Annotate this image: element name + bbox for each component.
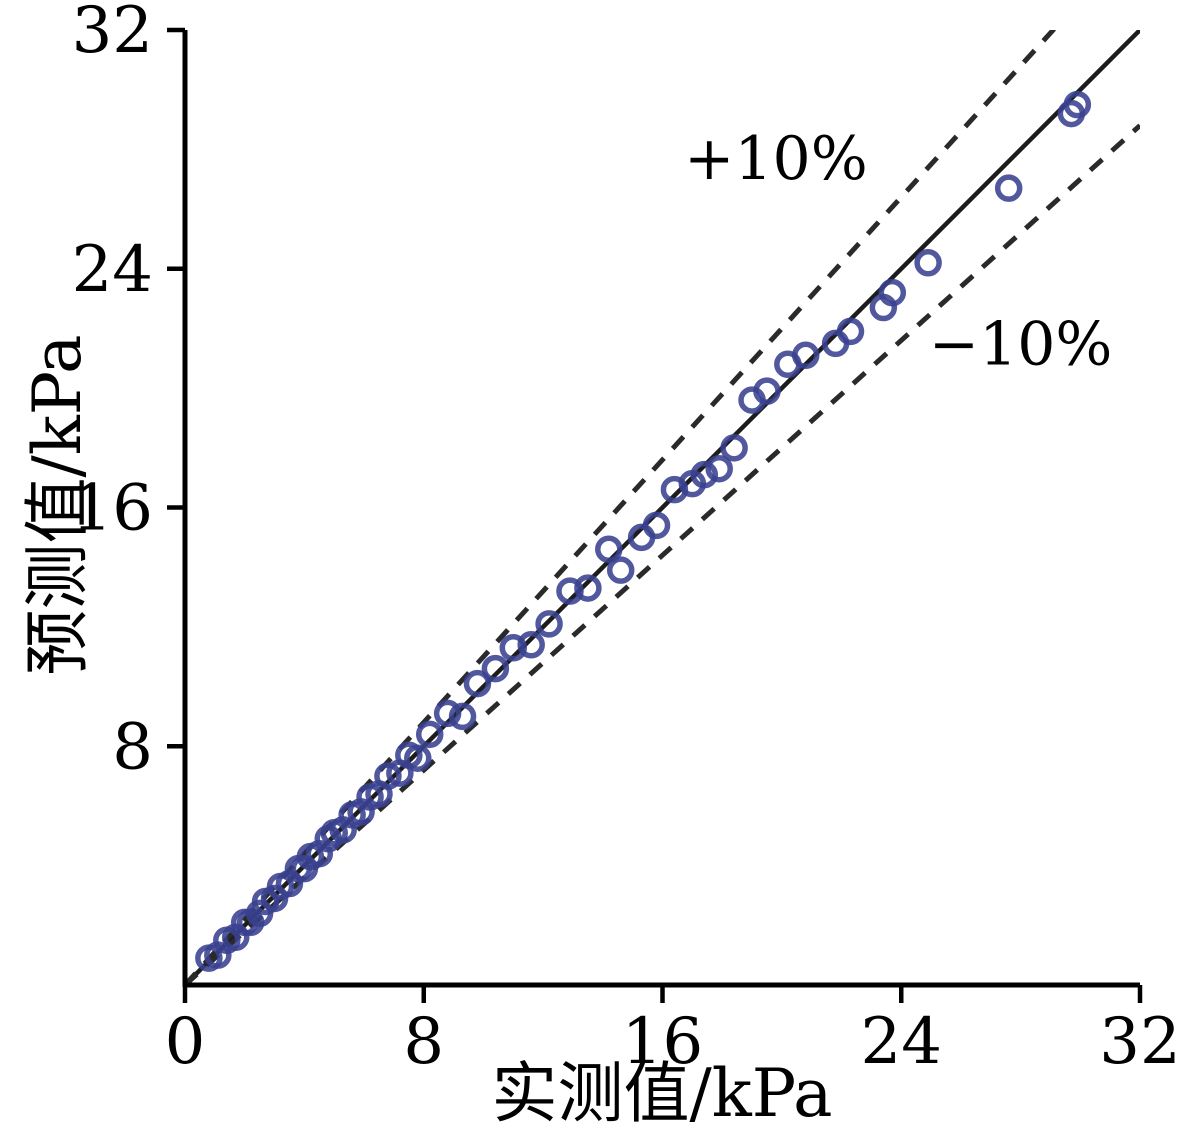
scatter-point xyxy=(517,631,545,659)
y-axis-title: 预测值/kPa xyxy=(19,334,96,676)
scatter-point xyxy=(463,669,492,698)
x-axis-title: 实测值/kPa xyxy=(491,1055,833,1132)
y-tick-label: 16 xyxy=(72,472,153,546)
scatter-point xyxy=(574,574,602,602)
scatter-point xyxy=(1063,90,1092,119)
scatter-point xyxy=(994,174,1023,202)
x-tick-label: 16 xyxy=(622,1005,703,1079)
x-tick-label: 0 xyxy=(165,1005,206,1079)
scatter-point xyxy=(720,434,748,462)
scatter-point xyxy=(705,454,733,483)
plus-10-label: +10% xyxy=(684,124,868,194)
scatter-point xyxy=(535,610,563,638)
scatter-point xyxy=(433,699,462,728)
scatter-point xyxy=(914,249,942,277)
scatter-point xyxy=(595,535,623,564)
scatter-point xyxy=(606,556,635,584)
scatter-point xyxy=(792,341,820,370)
scatter-point xyxy=(415,720,444,749)
x-tick-label: 32 xyxy=(1099,1005,1180,1079)
scatter-point xyxy=(404,744,432,772)
scatter-point xyxy=(753,377,781,405)
scatter-point xyxy=(836,317,865,346)
x-tick-label: 8 xyxy=(403,1005,444,1079)
scatter-point xyxy=(448,702,477,731)
y-tick-label: 8 xyxy=(112,710,153,784)
scatter-point xyxy=(878,278,907,307)
x-tick-label: 24 xyxy=(861,1005,942,1079)
scatter-point xyxy=(481,654,510,683)
scatter-point xyxy=(499,634,528,662)
scatter-point xyxy=(642,511,671,540)
y-tick-label: 24 xyxy=(72,233,153,307)
scatter-point xyxy=(374,762,402,790)
scatter-point xyxy=(690,460,719,489)
minus-10-label: −10% xyxy=(929,309,1113,379)
y-tick-label: 32 xyxy=(72,0,153,68)
scatter-point xyxy=(556,577,584,605)
